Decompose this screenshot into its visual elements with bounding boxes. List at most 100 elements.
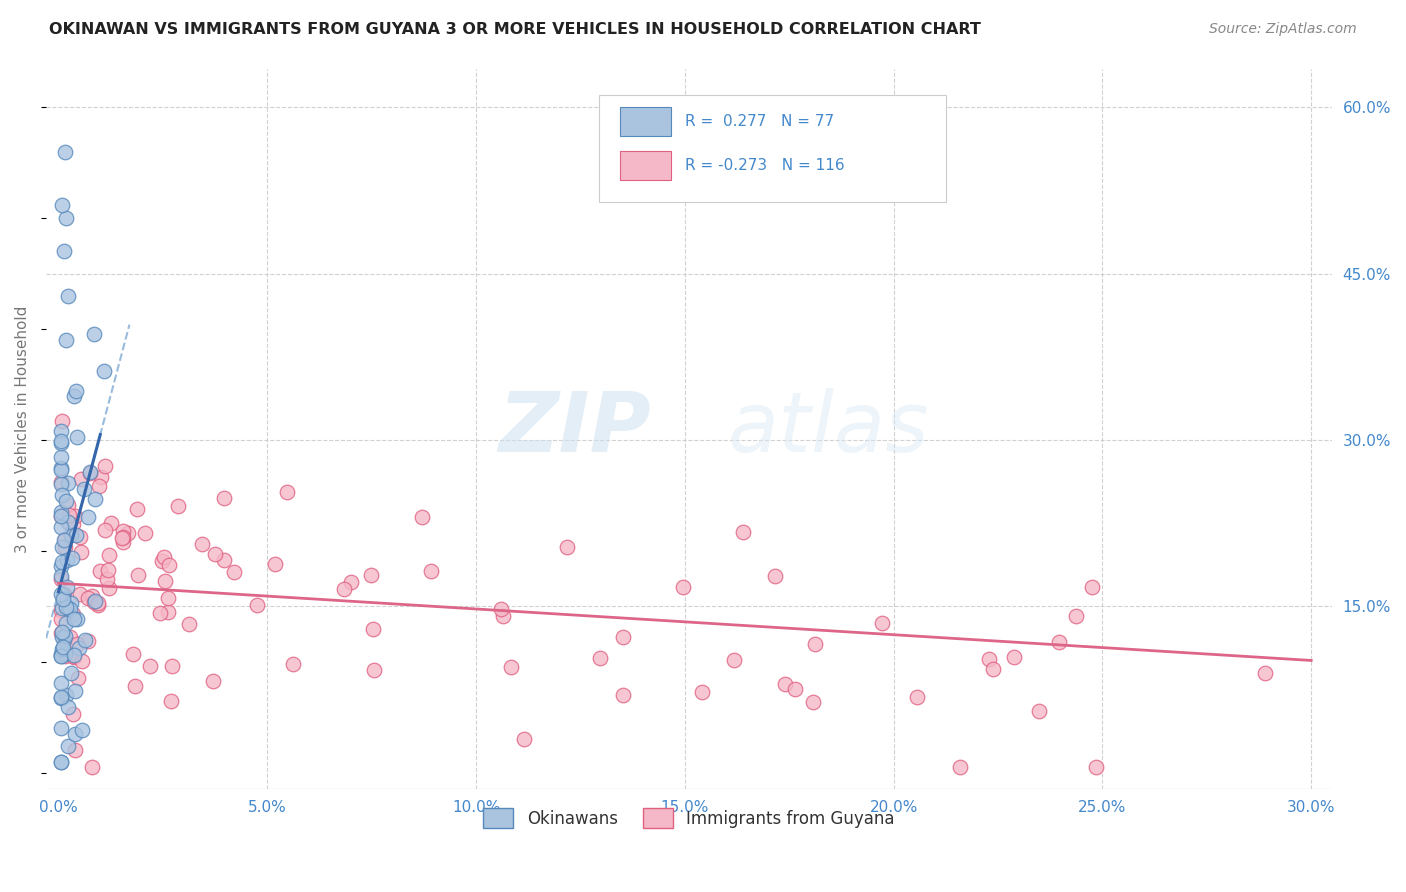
Y-axis label: 3 or more Vehicles in Household: 3 or more Vehicles in Household	[15, 305, 30, 552]
Point	[1064, 609, 1087, 624]
Point	[981, 662, 1004, 676]
Point	[63, 650, 86, 665]
Point	[803, 637, 825, 651]
Point	[419, 564, 441, 578]
Point	[49, 649, 72, 664]
Point	[58, 515, 80, 529]
Point	[75, 633, 97, 648]
Point	[60, 666, 83, 681]
Point	[79, 465, 101, 479]
Point	[56, 699, 79, 714]
Point	[77, 634, 100, 648]
Point	[84, 492, 107, 507]
Point	[55, 580, 77, 594]
Point	[97, 581, 120, 595]
Point	[340, 575, 363, 590]
Point	[76, 510, 98, 524]
Point	[212, 491, 235, 505]
Point	[49, 509, 72, 524]
Point	[783, 681, 806, 696]
Point	[111, 524, 134, 538]
Point	[51, 642, 73, 657]
Point	[363, 663, 385, 677]
Point	[52, 640, 75, 654]
Point	[134, 526, 156, 541]
Point	[69, 530, 91, 544]
Point	[49, 436, 72, 450]
Point	[66, 671, 89, 685]
Point	[58, 739, 80, 754]
Point	[63, 727, 86, 741]
Point	[70, 655, 93, 669]
Point	[51, 540, 73, 554]
Point	[60, 551, 83, 566]
Point	[49, 569, 72, 583]
Point	[1002, 650, 1025, 665]
Point	[66, 429, 89, 443]
Point	[127, 502, 149, 516]
Point	[333, 582, 356, 597]
Point	[156, 605, 179, 619]
Point	[49, 690, 72, 704]
Point	[55, 616, 77, 631]
Point	[69, 472, 91, 486]
Point	[148, 606, 170, 620]
Point	[53, 648, 76, 662]
Point	[55, 333, 77, 347]
Point	[492, 609, 515, 624]
Text: Source: ZipAtlas.com: Source: ZipAtlas.com	[1209, 22, 1357, 37]
Point	[63, 648, 86, 663]
Point	[360, 568, 382, 582]
Point	[69, 640, 91, 655]
Point	[51, 198, 73, 212]
Point	[246, 598, 269, 612]
Point	[49, 612, 72, 626]
Point	[56, 476, 79, 491]
Point	[49, 587, 72, 601]
Point	[501, 659, 523, 673]
Point	[59, 602, 82, 616]
Point	[53, 145, 76, 159]
Point	[52, 591, 75, 606]
Point	[949, 760, 972, 774]
Point	[905, 690, 928, 704]
Point	[97, 563, 120, 577]
Point	[111, 531, 134, 545]
Point	[98, 548, 121, 562]
Point	[53, 629, 76, 643]
Point	[83, 595, 105, 609]
Point	[49, 475, 72, 490]
Point	[65, 684, 87, 698]
Point	[263, 558, 285, 572]
Point	[87, 596, 110, 610]
Point	[152, 550, 174, 565]
Point	[1085, 760, 1108, 774]
Point	[49, 450, 72, 464]
Point	[84, 594, 107, 608]
Point	[49, 690, 72, 705]
Point	[127, 568, 149, 582]
Point	[62, 516, 84, 531]
Point	[202, 673, 225, 688]
Point	[49, 477, 72, 491]
Text: ZIP: ZIP	[498, 388, 651, 469]
Point	[55, 553, 77, 567]
Point	[77, 591, 100, 605]
Point	[276, 485, 298, 500]
Point	[49, 520, 72, 534]
Point	[361, 623, 384, 637]
Point	[49, 647, 72, 661]
Point	[283, 657, 305, 671]
Point	[59, 630, 82, 644]
Point	[56, 289, 79, 303]
Point	[52, 587, 75, 601]
FancyBboxPatch shape	[599, 95, 946, 202]
Point	[157, 558, 180, 572]
Point	[51, 630, 73, 644]
Point	[89, 565, 111, 579]
Point	[1254, 665, 1277, 680]
Point	[62, 649, 84, 664]
Point	[212, 552, 235, 566]
Point	[66, 637, 89, 651]
Point	[692, 685, 714, 699]
